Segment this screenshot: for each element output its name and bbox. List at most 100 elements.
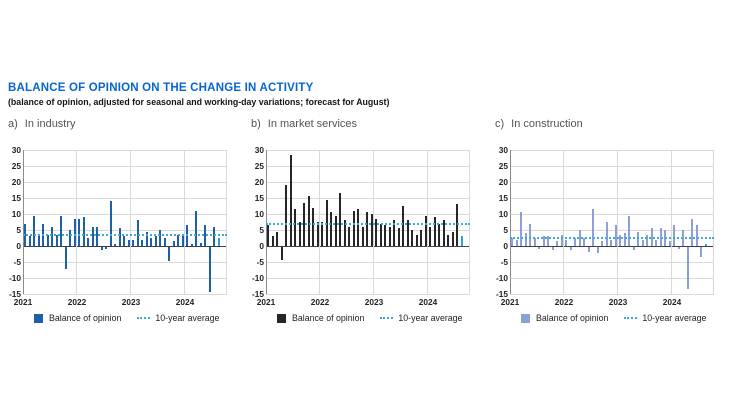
gridline-h: [266, 198, 470, 199]
x-tick-label: 2024: [662, 297, 682, 307]
panel-title: In industry: [24, 118, 76, 130]
bar: [73, 218, 76, 246]
bar: [415, 234, 418, 246]
average-dotted-line-icon: [380, 317, 394, 319]
y-tick-label: -10: [252, 273, 264, 283]
x-tick-label: 2021: [13, 297, 33, 307]
y-tick-label: -5: [500, 257, 508, 267]
y-axis-line: [510, 150, 511, 294]
bar: [334, 215, 337, 246]
bar: [132, 239, 135, 246]
x-tick-label: 2023: [121, 297, 141, 307]
bar-negative: [677, 247, 680, 249]
y-tick-label: 20: [11, 177, 21, 187]
gridline-h: [510, 214, 714, 215]
bar: [195, 210, 198, 246]
bar: [379, 223, 382, 246]
gridline-h: [266, 262, 470, 263]
bar: [181, 234, 184, 246]
bar: [172, 241, 175, 246]
bar: [442, 220, 445, 246]
bar: [456, 204, 459, 246]
gridline-h: [266, 166, 470, 167]
gridline-v: [617, 150, 618, 294]
bar: [397, 228, 400, 246]
gridline-v: [563, 150, 564, 294]
chart-block-construction: c) In construction 30 25 20 15 10 5 0 -5 -10 -15 2…: [495, 118, 723, 333]
gridline-v: [373, 150, 374, 294]
bar: [28, 236, 31, 246]
x-tick-label: 2022: [67, 297, 87, 307]
bar: [127, 239, 130, 246]
bar: [574, 238, 577, 246]
legend-label-balance: Balance of opinion: [292, 313, 365, 323]
bar: [330, 212, 333, 246]
bar-negative: [208, 247, 211, 292]
gridline-h: [266, 182, 470, 183]
bar: [343, 220, 346, 246]
y-tick-label: 20: [254, 177, 264, 187]
bar: [96, 226, 99, 246]
bar-negative: [100, 247, 103, 251]
bar: [145, 231, 148, 246]
legend-label-average: 10-year average: [398, 313, 463, 323]
y-tick-label: 25: [498, 161, 508, 171]
bar: [406, 220, 409, 246]
bar: [619, 234, 622, 246]
gridline-v: [671, 150, 672, 294]
bar: [267, 225, 270, 246]
y-tick-label: 30: [254, 145, 264, 155]
bar: [361, 226, 364, 246]
chart-block-industry: a) In industry 30 25 20 15 10 5 0 -5 -10 -15 2021 2…: [8, 118, 236, 333]
bar: [547, 236, 550, 246]
y-tick-label: 30: [11, 145, 21, 155]
x-tick-label: 2023: [608, 297, 628, 307]
gridline-h: [23, 166, 227, 167]
y-tick-label: 30: [498, 145, 508, 155]
bar: [46, 234, 49, 246]
y-tick-label: 15: [498, 193, 508, 203]
gridline-h: [266, 150, 470, 151]
bar: [37, 234, 40, 246]
y-axis-labels: 30 25 20 15 10 5 0 -5 -10 -15: [8, 145, 21, 299]
bar: [556, 241, 559, 246]
bar: [704, 244, 707, 246]
bar-negative: [551, 247, 554, 251]
bar: [51, 226, 54, 246]
y-tick-label: 5: [16, 225, 21, 235]
average-dotted-line-icon: [137, 317, 151, 319]
bar: [199, 242, 202, 246]
x-tick-label: 2022: [554, 297, 574, 307]
gridline-v: [184, 150, 185, 294]
chart-title-industry: a) In industry: [8, 118, 76, 130]
bar: [673, 225, 676, 246]
balance-of-opinion-swatch: [34, 313, 43, 323]
legend-label-average: 10-year average: [155, 313, 220, 323]
chart-title-construction: c) In construction: [495, 118, 583, 130]
panel-title: In market services: [267, 118, 358, 130]
y-tick-label: 25: [254, 161, 264, 171]
chart-block-market-services: b) In market services 30 25 20 15 10 5 0 -5 -10 -1…: [251, 118, 479, 333]
y-tick-label: 5: [259, 225, 264, 235]
gridline-h: [510, 278, 714, 279]
bar: [190, 244, 193, 246]
bar: [411, 230, 414, 246]
x-tick-label: 2024: [175, 297, 195, 307]
bar: [565, 239, 568, 246]
bar-negative: [686, 247, 689, 289]
bar-negative: [569, 247, 572, 251]
plot-area-market-services: [266, 150, 470, 295]
bar: [583, 238, 586, 246]
gridline-v: [319, 150, 320, 294]
gridline-h: [23, 230, 227, 231]
y-tick-label: 10: [254, 209, 264, 219]
gridline-h: [23, 198, 227, 199]
gridline-v: [469, 150, 470, 294]
gridline-h: [23, 262, 227, 263]
bar: [339, 193, 342, 246]
bar-negative: [168, 247, 171, 262]
x-axis-labels: 2021 2022 2023 2024: [501, 297, 714, 309]
bar: [542, 236, 545, 246]
bar: [321, 222, 324, 246]
